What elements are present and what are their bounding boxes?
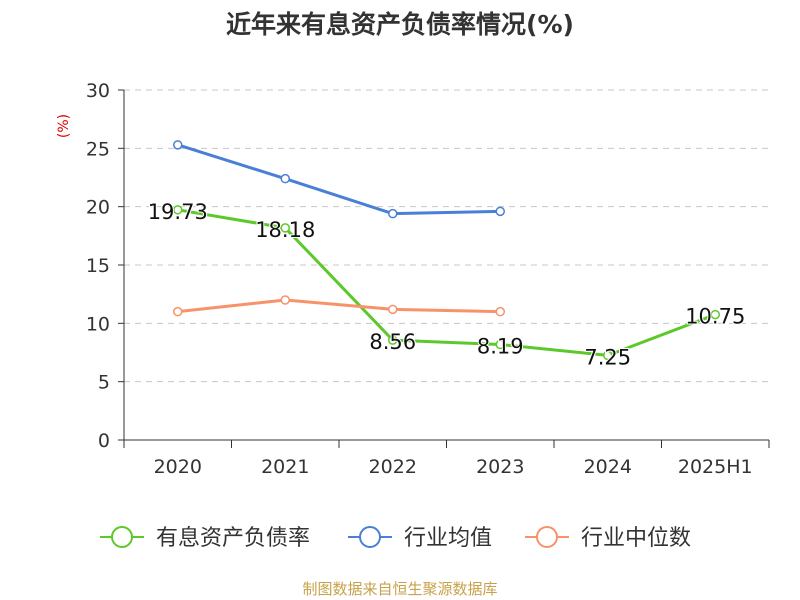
y-unit-label: (%) bbox=[56, 114, 72, 138]
y-tick-label: 10 bbox=[86, 313, 110, 335]
legend-label: 有息资产负债率 bbox=[156, 526, 310, 551]
series-line bbox=[177, 298, 501, 314]
y-tick-label: 5 bbox=[98, 372, 110, 394]
data-point bbox=[495, 339, 505, 350]
series-line bbox=[177, 143, 501, 216]
data-point bbox=[388, 304, 398, 315]
legend-marker bbox=[359, 526, 381, 548]
data-point bbox=[495, 306, 505, 317]
y-tick-label: 0 bbox=[98, 430, 110, 452]
x-tick-label: 2020 bbox=[154, 456, 202, 478]
y-tick-label: 20 bbox=[86, 197, 110, 219]
legend-marker bbox=[536, 526, 558, 548]
series-line bbox=[177, 208, 716, 357]
legend-marker bbox=[111, 526, 133, 548]
data-label: 8.56 bbox=[369, 330, 416, 354]
legend: 有息资产负债率 行业均值 行业中位数 bbox=[100, 526, 691, 551]
source-note: 制图数据来自恒生聚源数据库 bbox=[302, 580, 497, 598]
data-point bbox=[388, 335, 398, 345]
x-tick-label: 2023 bbox=[476, 456, 524, 478]
data-label: 10.75 bbox=[685, 305, 745, 329]
data-point bbox=[280, 295, 290, 305]
grid-layer bbox=[124, 89, 769, 383]
series-layer bbox=[173, 140, 720, 361]
data-point bbox=[388, 208, 398, 219]
axis-layer: 0 5 10 15 20 25 30 2020 2021 2022 2023 2024 2025H1 bbox=[86, 80, 770, 478]
x-tick-label: 2022 bbox=[369, 456, 417, 478]
chart-title: 近年来有息资产负债率情况(%) bbox=[226, 10, 574, 39]
data-label: 8.19 bbox=[477, 334, 524, 358]
data-point bbox=[603, 350, 613, 361]
data-label: 18.18 bbox=[255, 218, 315, 242]
data-point bbox=[173, 306, 183, 317]
x-tick-label: 2021 bbox=[261, 456, 309, 478]
data-label-layer: 19.73 18.18 8.56 8.19 7.25 10.75 bbox=[147, 199, 747, 371]
data-point bbox=[495, 206, 505, 217]
legend-label: 行业均值 bbox=[404, 526, 492, 551]
data-point bbox=[173, 205, 183, 215]
y-tick-label: 15 bbox=[86, 255, 110, 277]
x-tick-label: 2025H1 bbox=[678, 456, 753, 478]
legend-label: 行业中位数 bbox=[581, 526, 691, 551]
y-tick-label: 25 bbox=[86, 138, 110, 160]
data-point bbox=[280, 223, 290, 233]
y-tick-label: 30 bbox=[86, 80, 110, 102]
data-label: 19.73 bbox=[148, 200, 208, 224]
data-label: 7.25 bbox=[584, 345, 631, 369]
data-point bbox=[280, 173, 290, 184]
data-point bbox=[173, 140, 183, 150]
data-point bbox=[710, 309, 720, 320]
x-tick-label: 2024 bbox=[584, 456, 632, 478]
